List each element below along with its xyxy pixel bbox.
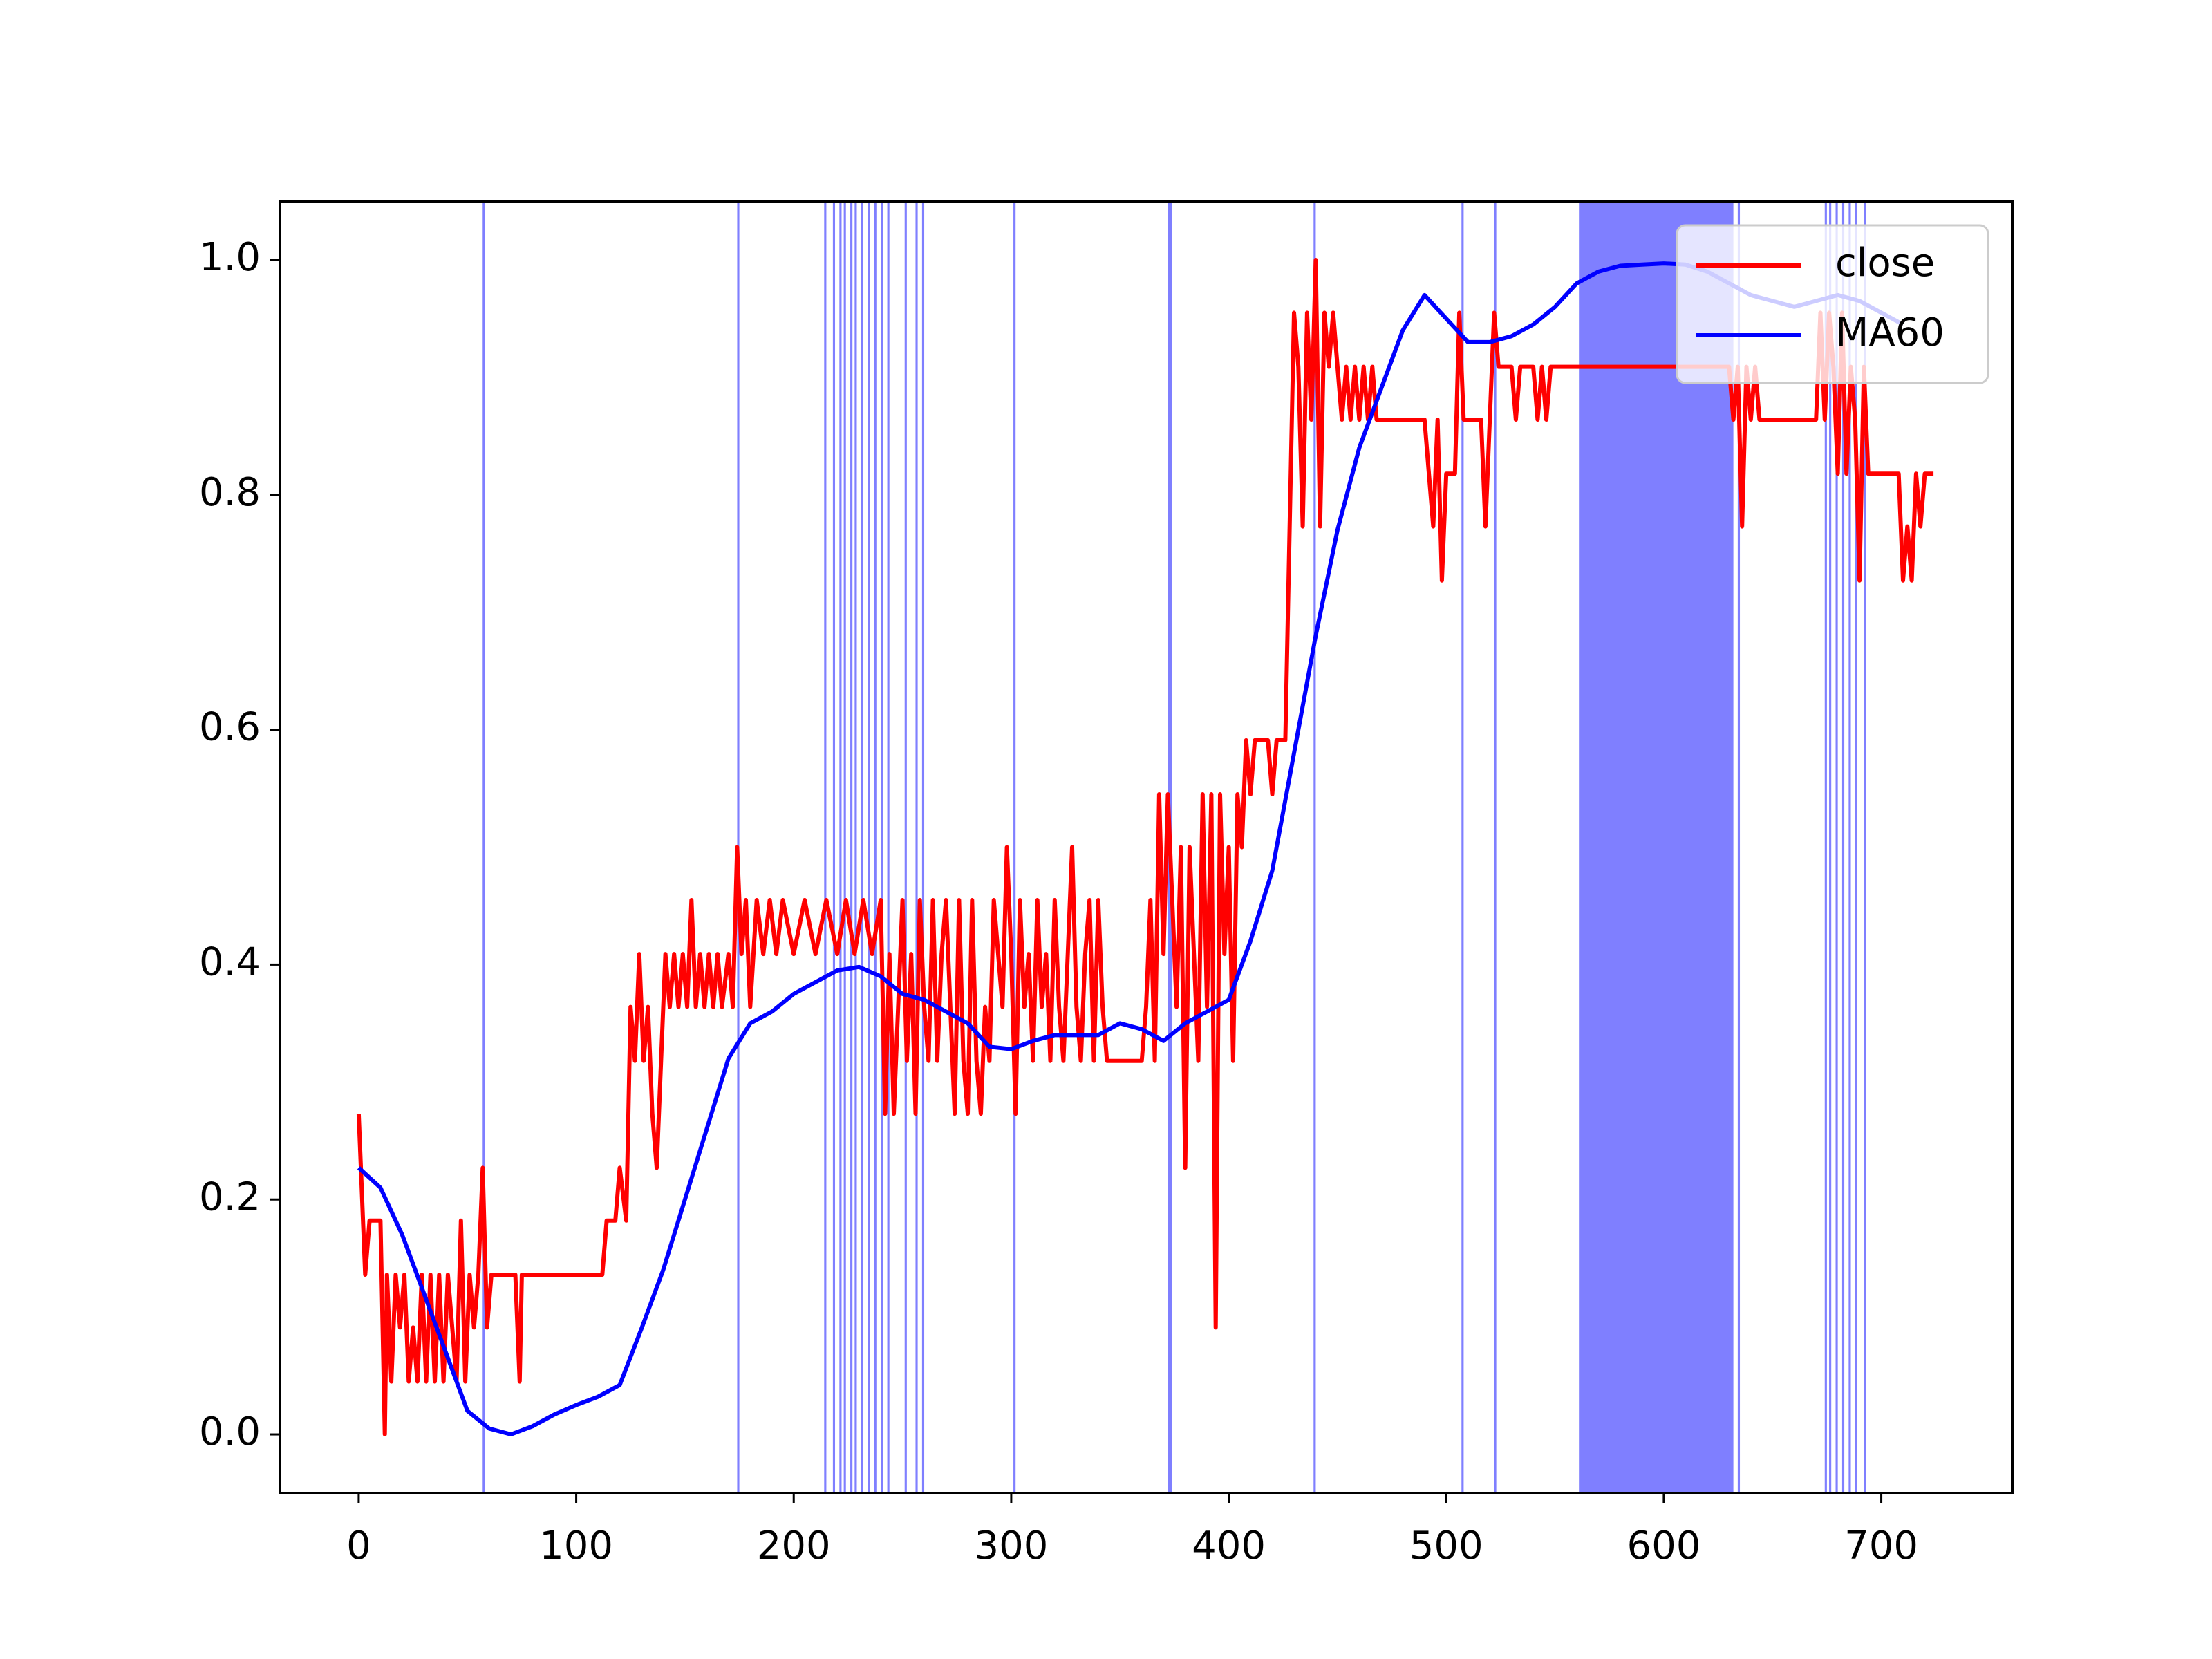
highlight-span — [874, 201, 877, 1493]
highlight-span — [824, 201, 827, 1493]
y-tick-label: 0.0 — [199, 1409, 261, 1454]
axes-frame — [279, 200, 2014, 1494]
highlight-span — [1494, 201, 1497, 1493]
highlight-span — [868, 201, 870, 1493]
legend-label: MA60 — [1835, 310, 1944, 355]
highlight-span — [850, 201, 853, 1493]
series-line — [357, 261, 1904, 1436]
highlight-span — [1841, 201, 1845, 1493]
x-tick-label: 0 — [346, 1524, 371, 1568]
series-line — [356, 258, 1934, 1436]
highlight-span — [915, 201, 918, 1493]
legend-box — [1676, 224, 1989, 384]
highlight-span — [1848, 201, 1851, 1493]
y-tick-label: 0.4 — [199, 940, 261, 985]
highlight-span — [843, 201, 846, 1493]
x-tick-label: 500 — [1409, 1524, 1483, 1568]
y-tick-label: 0.8 — [199, 470, 261, 515]
highlight-span — [1461, 201, 1464, 1493]
x-tick-label: 700 — [1844, 1524, 1918, 1568]
highlight-span — [482, 201, 485, 1493]
x-tick-label: 400 — [1192, 1524, 1266, 1568]
x-tick-label: 300 — [974, 1524, 1048, 1568]
highlight-span — [1829, 201, 1832, 1493]
y-tick-label: 0.2 — [199, 1174, 261, 1219]
y-tick-label: 0.6 — [199, 705, 261, 750]
y-tick-label: 1.0 — [199, 235, 261, 280]
highlight-span — [854, 201, 857, 1493]
highlight-span — [861, 201, 863, 1493]
highlight-span — [839, 201, 842, 1493]
highlight-span — [1737, 201, 1741, 1493]
highlight-span — [1835, 201, 1838, 1493]
highlight-span — [832, 201, 836, 1493]
highlight-span — [1013, 201, 1016, 1493]
highlight-span — [1824, 201, 1827, 1493]
legend-label: close — [1835, 241, 1935, 285]
x-tick-label: 200 — [757, 1524, 831, 1568]
highlight-span — [1579, 201, 1734, 1493]
x-tick-label: 600 — [1627, 1524, 1700, 1568]
x-tick-label: 100 — [539, 1524, 613, 1568]
highlight-span — [1864, 201, 1866, 1493]
highlight-span — [887, 201, 890, 1493]
highlight-span — [1855, 201, 1857, 1493]
highlight-span — [1313, 201, 1316, 1493]
highlight-span — [904, 201, 907, 1493]
highlight-span — [881, 201, 883, 1493]
highlight-span — [921, 201, 925, 1493]
